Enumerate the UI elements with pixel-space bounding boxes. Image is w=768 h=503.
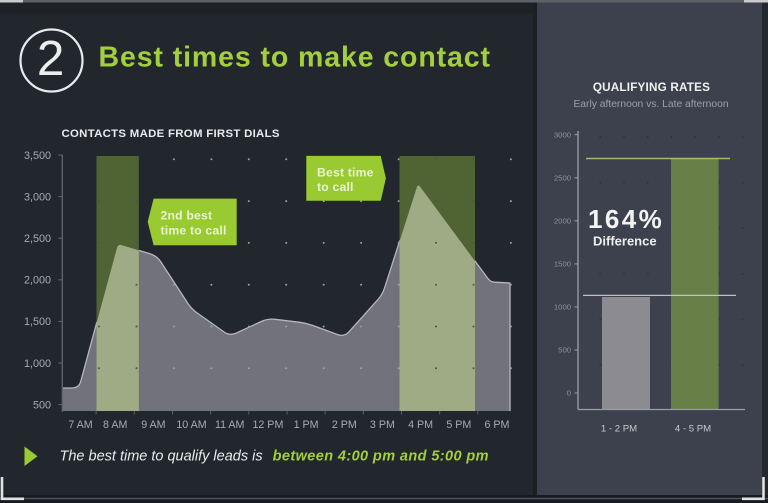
svg-text:500: 500 (33, 399, 51, 411)
svg-text:1,000: 1,000 (24, 358, 51, 370)
svg-text:2 PM: 2 PM (332, 419, 357, 431)
svg-text:4 - 5 PM: 4 - 5 PM (675, 424, 711, 435)
svg-text:3,000: 3,000 (24, 191, 51, 203)
svg-text:2,500: 2,500 (24, 233, 51, 245)
svg-text:3 PM: 3 PM (370, 419, 395, 431)
svg-text:9 AM: 9 AM (141, 419, 165, 431)
svg-text:2,000: 2,000 (24, 275, 51, 287)
svg-text:1 PM: 1 PM (294, 419, 319, 431)
svg-text:1000: 1000 (554, 303, 571, 312)
svg-text:2nd best: 2nd best (161, 209, 213, 223)
svg-text:12 PM: 12 PM (252, 419, 283, 431)
svg-text:6 PM: 6 PM (485, 419, 510, 431)
svg-text:2000: 2000 (554, 217, 571, 226)
svg-text:1500: 1500 (554, 260, 571, 269)
svg-text:Early afternoon vs. Late after: Early afternoon vs. Late afternoon (573, 99, 728, 110)
svg-text:QUALIFYING RATES: QUALIFYING RATES (593, 81, 710, 94)
svg-text:500: 500 (558, 346, 571, 355)
svg-text:Best times to make contact: Best times to make contact (99, 42, 491, 74)
svg-text:11 AM: 11 AM (215, 419, 245, 431)
svg-text:2500: 2500 (554, 174, 571, 183)
svg-text:5 PM: 5 PM (446, 419, 471, 431)
svg-text:time to call: time to call (161, 224, 227, 238)
svg-text:7 AM: 7 AM (68, 419, 92, 431)
svg-text:Best time: Best time (317, 165, 374, 179)
svg-text:2: 2 (37, 31, 65, 86)
svg-text:3000: 3000 (554, 130, 571, 139)
svg-text:The best time to qualify leads: The best time to qualify leads is betwee… (60, 449, 489, 465)
svg-text:3,500: 3,500 (24, 150, 51, 162)
svg-text:1 - 2 PM: 1 - 2 PM (601, 424, 637, 435)
svg-text:0: 0 (567, 389, 571, 398)
svg-text:164%: 164% (588, 204, 664, 234)
svg-text:10 AM: 10 AM (176, 419, 206, 431)
svg-text:to call: to call (317, 180, 354, 194)
svg-text:8 AM: 8 AM (103, 419, 127, 431)
svg-text:Difference: Difference (593, 234, 657, 249)
svg-text:4 PM: 4 PM (408, 419, 433, 431)
svg-text:1,500: 1,500 (24, 316, 51, 328)
svg-text:CONTACTS MADE FROM FIRST DIALS: CONTACTS MADE FROM FIRST DIALS (62, 128, 280, 140)
